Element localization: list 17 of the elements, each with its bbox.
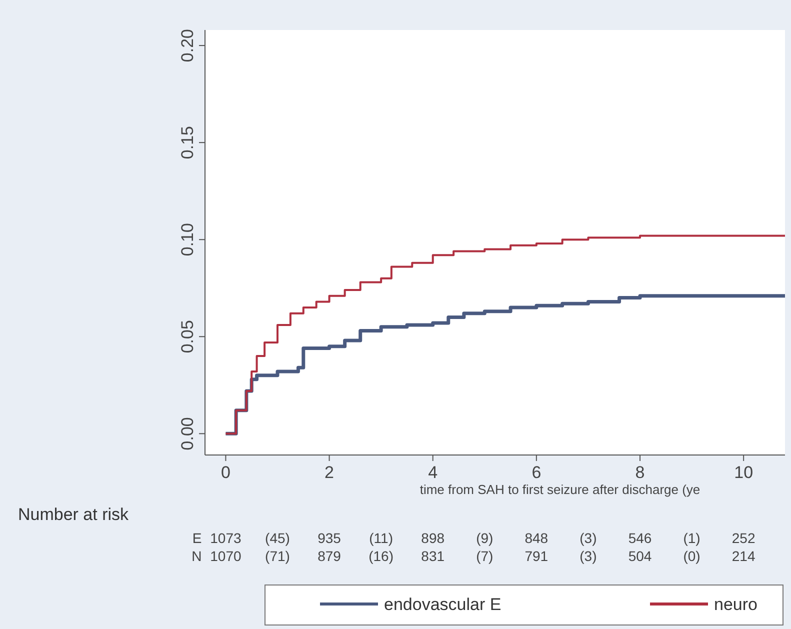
x-tick-label: 8: [635, 463, 645, 482]
y-tick-label: 0.00: [178, 417, 197, 450]
x-axis-title: time from SAH to first seizure after discharge (ye: [420, 482, 700, 497]
x-tick-label: 6: [532, 463, 542, 482]
legend-label: endovascular E: [384, 595, 502, 614]
x-tick-label: 2: [324, 463, 334, 482]
x-tick-label: 4: [428, 463, 438, 482]
text: Number at risk: [18, 505, 130, 524]
legend-label: neuro: [714, 595, 758, 614]
text: E 1073 (45) 935 (11) 898 (9) 848 (3) 546 (1) 252: [192, 530, 756, 546]
y-tick-label: 0.20: [178, 28, 197, 62]
text: N 1070 (71) 879 (16) 831 (7) 791 (3) 504 (0) 214: [192, 548, 756, 564]
y-tick-label: 0.05: [178, 320, 197, 354]
y-tick-label: 0.15: [178, 126, 197, 160]
x-tick-label: 10: [734, 463, 754, 482]
y-tick-label: 0.10: [178, 223, 197, 256]
x-tick-label: 0: [220, 463, 230, 482]
